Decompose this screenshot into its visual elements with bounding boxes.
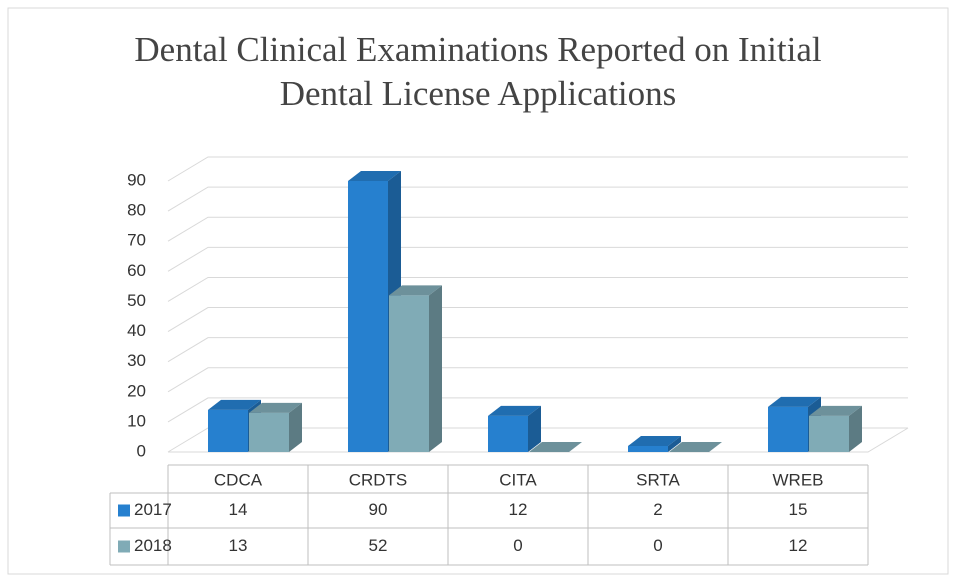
legend-swatch [118,540,130,553]
bar-front [348,181,388,452]
chart-title: Dental Clinical Examinations Reported on… [134,30,822,113]
bar-side [528,405,541,452]
grid-line [167,186,908,212]
bar-front [389,295,429,452]
grid-line [167,276,908,302]
legend-swatch [118,504,130,517]
chart-frame [7,7,949,575]
table-value: 52 [369,536,388,555]
y-tick-label: 40 [127,321,146,340]
table-value: 13 [229,536,248,555]
grid-line [167,156,908,182]
bar-top [768,396,821,407]
grid-line [167,367,908,393]
y-tick-label: 0 [137,441,146,460]
y-tick-label: 50 [127,291,146,310]
bar-top [529,442,582,452]
table-value: 12 [509,500,528,519]
x-tick-label: SRTA [636,470,680,489]
y-tick-label: 80 [127,201,146,220]
x-tick-label: CDCA [214,470,263,489]
bar-front [768,406,808,452]
table-value: 2 [653,500,662,519]
bar-top [208,399,261,410]
y-tick-label: 20 [127,381,146,400]
grid-line [167,307,908,332]
y-tick-label: 10 [127,411,146,430]
bar-side [668,435,681,452]
bar [628,435,681,452]
bar [669,442,722,452]
legend-label: 2017 [134,500,172,519]
bar [529,442,582,452]
bar-front [249,412,289,452]
table-value: 0 [653,536,662,555]
grid-line [167,337,908,363]
bar [348,171,401,452]
x-tick-label: CITA [499,470,537,489]
bar-top [249,402,302,413]
bar-front [809,415,849,452]
bar [488,405,541,452]
x-tick-label: WREB [773,470,824,489]
y-tick-label: 30 [127,351,146,370]
bar-front [488,415,528,452]
y-tick-label: 90 [127,170,146,189]
bar-top [488,405,541,416]
bar-top [628,435,681,446]
bar [249,402,302,452]
legend-label: 2018 [134,536,172,555]
bar-top [348,171,401,181]
y-tick-label: 70 [127,231,146,250]
bar [389,285,442,452]
grid-line [167,397,908,423]
table-value: 12 [789,536,808,555]
y-tick-label: 60 [127,261,146,280]
table-value: 0 [513,536,522,555]
bar-side [849,405,862,452]
grid-line [167,216,908,242]
x-tick-label: CRDTS [349,470,408,489]
table-value: 90 [369,500,388,519]
grid-line [167,246,908,272]
bar-front [628,445,668,452]
table-value: 14 [229,500,248,519]
bar-side [429,285,442,452]
bar-top [669,442,722,452]
bar-side [289,402,302,452]
table-value: 15 [789,500,808,519]
bar-top [389,285,442,296]
bar-top [809,405,862,416]
bar-front [208,409,248,452]
bar [809,405,862,452]
